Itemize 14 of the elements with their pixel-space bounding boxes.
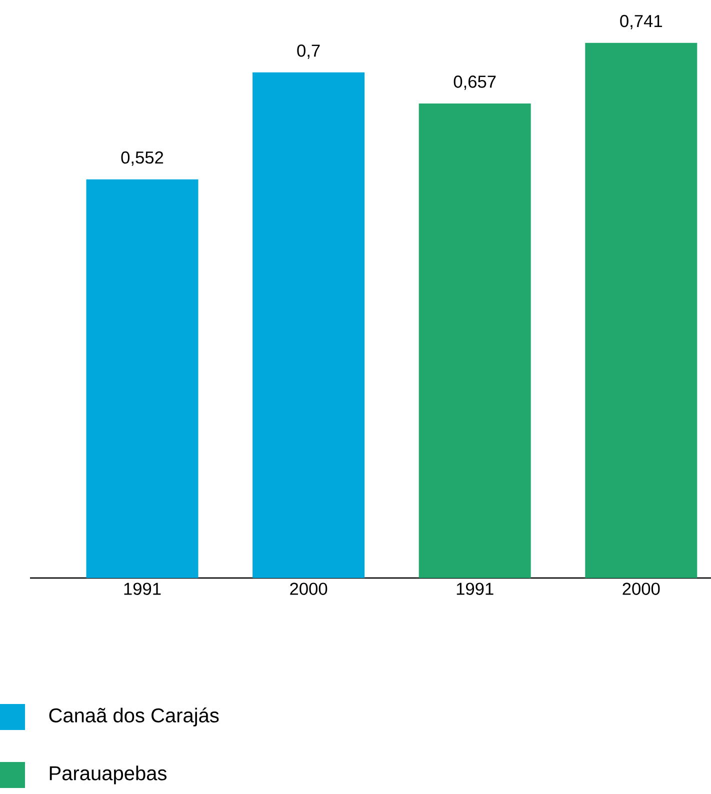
x-tick-label: 2000 [622, 582, 660, 595]
data-label: 0,657 [454, 76, 496, 90]
data-label: 0,7 [297, 44, 320, 59]
legend-label: Canaã dos Carajás [49, 708, 219, 726]
data-label: 0,552 [121, 151, 164, 166]
legend-label: Parauapebas [50, 766, 166, 784]
bar [585, 42, 698, 578]
x-tick-label: 1991 [124, 582, 161, 595]
bar [252, 72, 365, 578]
x-tick-label: 1991 [456, 582, 494, 595]
x-tick-label: 2000 [290, 582, 328, 595]
bar [418, 103, 531, 578]
data-label: 0,741 [620, 14, 662, 30]
bar [86, 179, 198, 578]
